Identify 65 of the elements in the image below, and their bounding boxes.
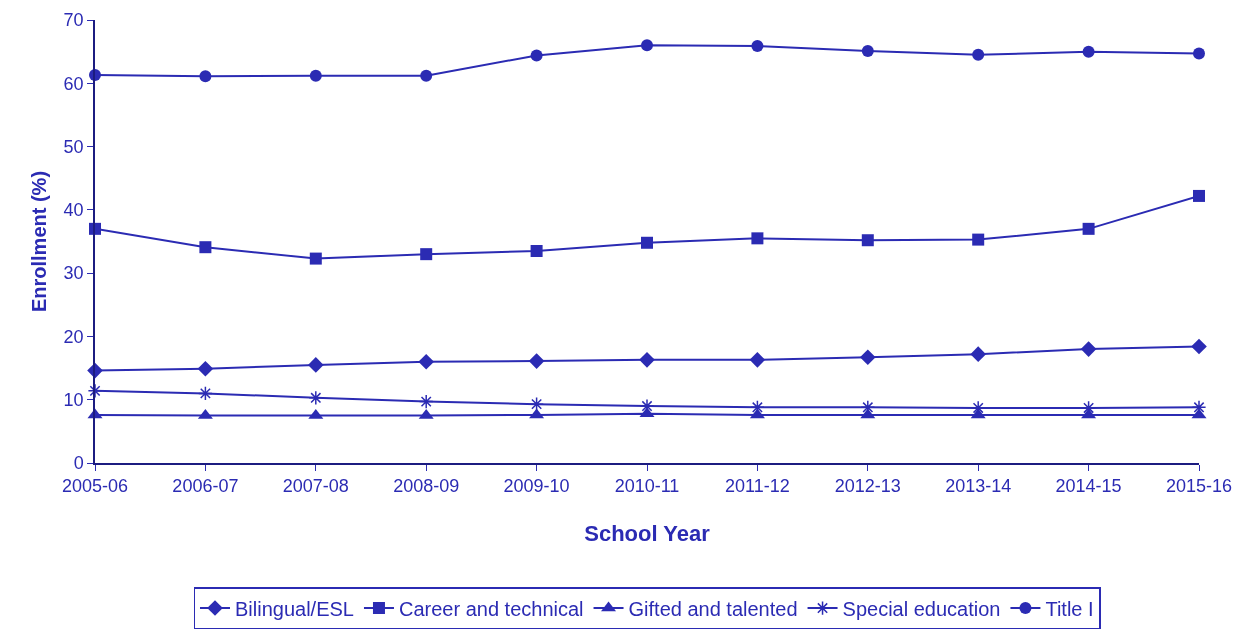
point — [420, 248, 433, 261]
point — [751, 39, 764, 52]
y-tick-label: 60 — [63, 73, 84, 94]
point — [308, 357, 324, 373]
point — [199, 241, 212, 254]
point — [861, 45, 874, 57]
point — [87, 383, 103, 399]
y-tick-label: 70 — [63, 10, 84, 31]
x-tick-label: 2010-11 — [614, 476, 680, 497]
x-tick-label: 2007-08 — [282, 476, 349, 497]
legend-label: Bilingual/ESL — [235, 597, 354, 620]
point — [860, 349, 876, 366]
point — [972, 48, 985, 61]
point — [530, 49, 543, 62]
y-axis-title: Enrollment (%) — [27, 170, 50, 313]
x-tick-label: 2006-07 — [172, 476, 239, 497]
point — [309, 252, 322, 265]
point — [751, 232, 764, 245]
legend-label: Title I — [1045, 597, 1094, 620]
point — [1193, 47, 1205, 60]
y-tick-label: 0 — [73, 453, 84, 474]
point — [1082, 222, 1095, 235]
legend-label: Gifted and talented — [628, 597, 798, 620]
point — [860, 399, 876, 415]
y-tick-label: 20 — [63, 326, 84, 347]
point — [528, 353, 545, 369]
point — [641, 236, 653, 249]
x-tick-label: 2008-09 — [393, 476, 460, 497]
point — [197, 360, 214, 377]
point — [861, 234, 874, 247]
x-tick-label: 2013-14 — [945, 476, 1012, 497]
point — [1080, 341, 1097, 357]
point — [641, 39, 653, 52]
x-tick-label: 2011-12 — [725, 476, 790, 497]
point — [639, 352, 655, 368]
point — [750, 399, 765, 415]
point — [1081, 400, 1096, 416]
point — [1082, 45, 1095, 58]
y-tick-label: 10 — [63, 390, 84, 411]
x-axis-title: School Year — [584, 520, 711, 546]
point — [199, 70, 212, 83]
point — [308, 390, 324, 406]
point — [529, 396, 544, 412]
y-tick-label: 50 — [63, 136, 84, 157]
point — [972, 233, 985, 246]
x-tick-label: 2005-06 — [61, 476, 129, 497]
x-tick-label: 2009-10 — [503, 476, 570, 497]
point — [1191, 338, 1207, 355]
point — [749, 352, 766, 368]
legend-label: Career and technical — [398, 597, 584, 620]
x-tick-label: 2015-16 — [1165, 476, 1233, 497]
point — [639, 398, 655, 414]
point — [530, 244, 543, 257]
point — [970, 346, 986, 362]
x-tick-label: 2012-13 — [834, 476, 901, 497]
legend-label: Special education — [842, 597, 1001, 620]
point — [309, 69, 322, 82]
point — [198, 386, 213, 401]
y-tick-label: 30 — [63, 263, 84, 284]
point — [418, 394, 434, 409]
point — [420, 69, 433, 82]
x-tick-label: 2014-15 — [1055, 476, 1122, 497]
y-tick-label: 40 — [63, 200, 84, 221]
point — [418, 353, 434, 370]
point — [1193, 189, 1205, 202]
